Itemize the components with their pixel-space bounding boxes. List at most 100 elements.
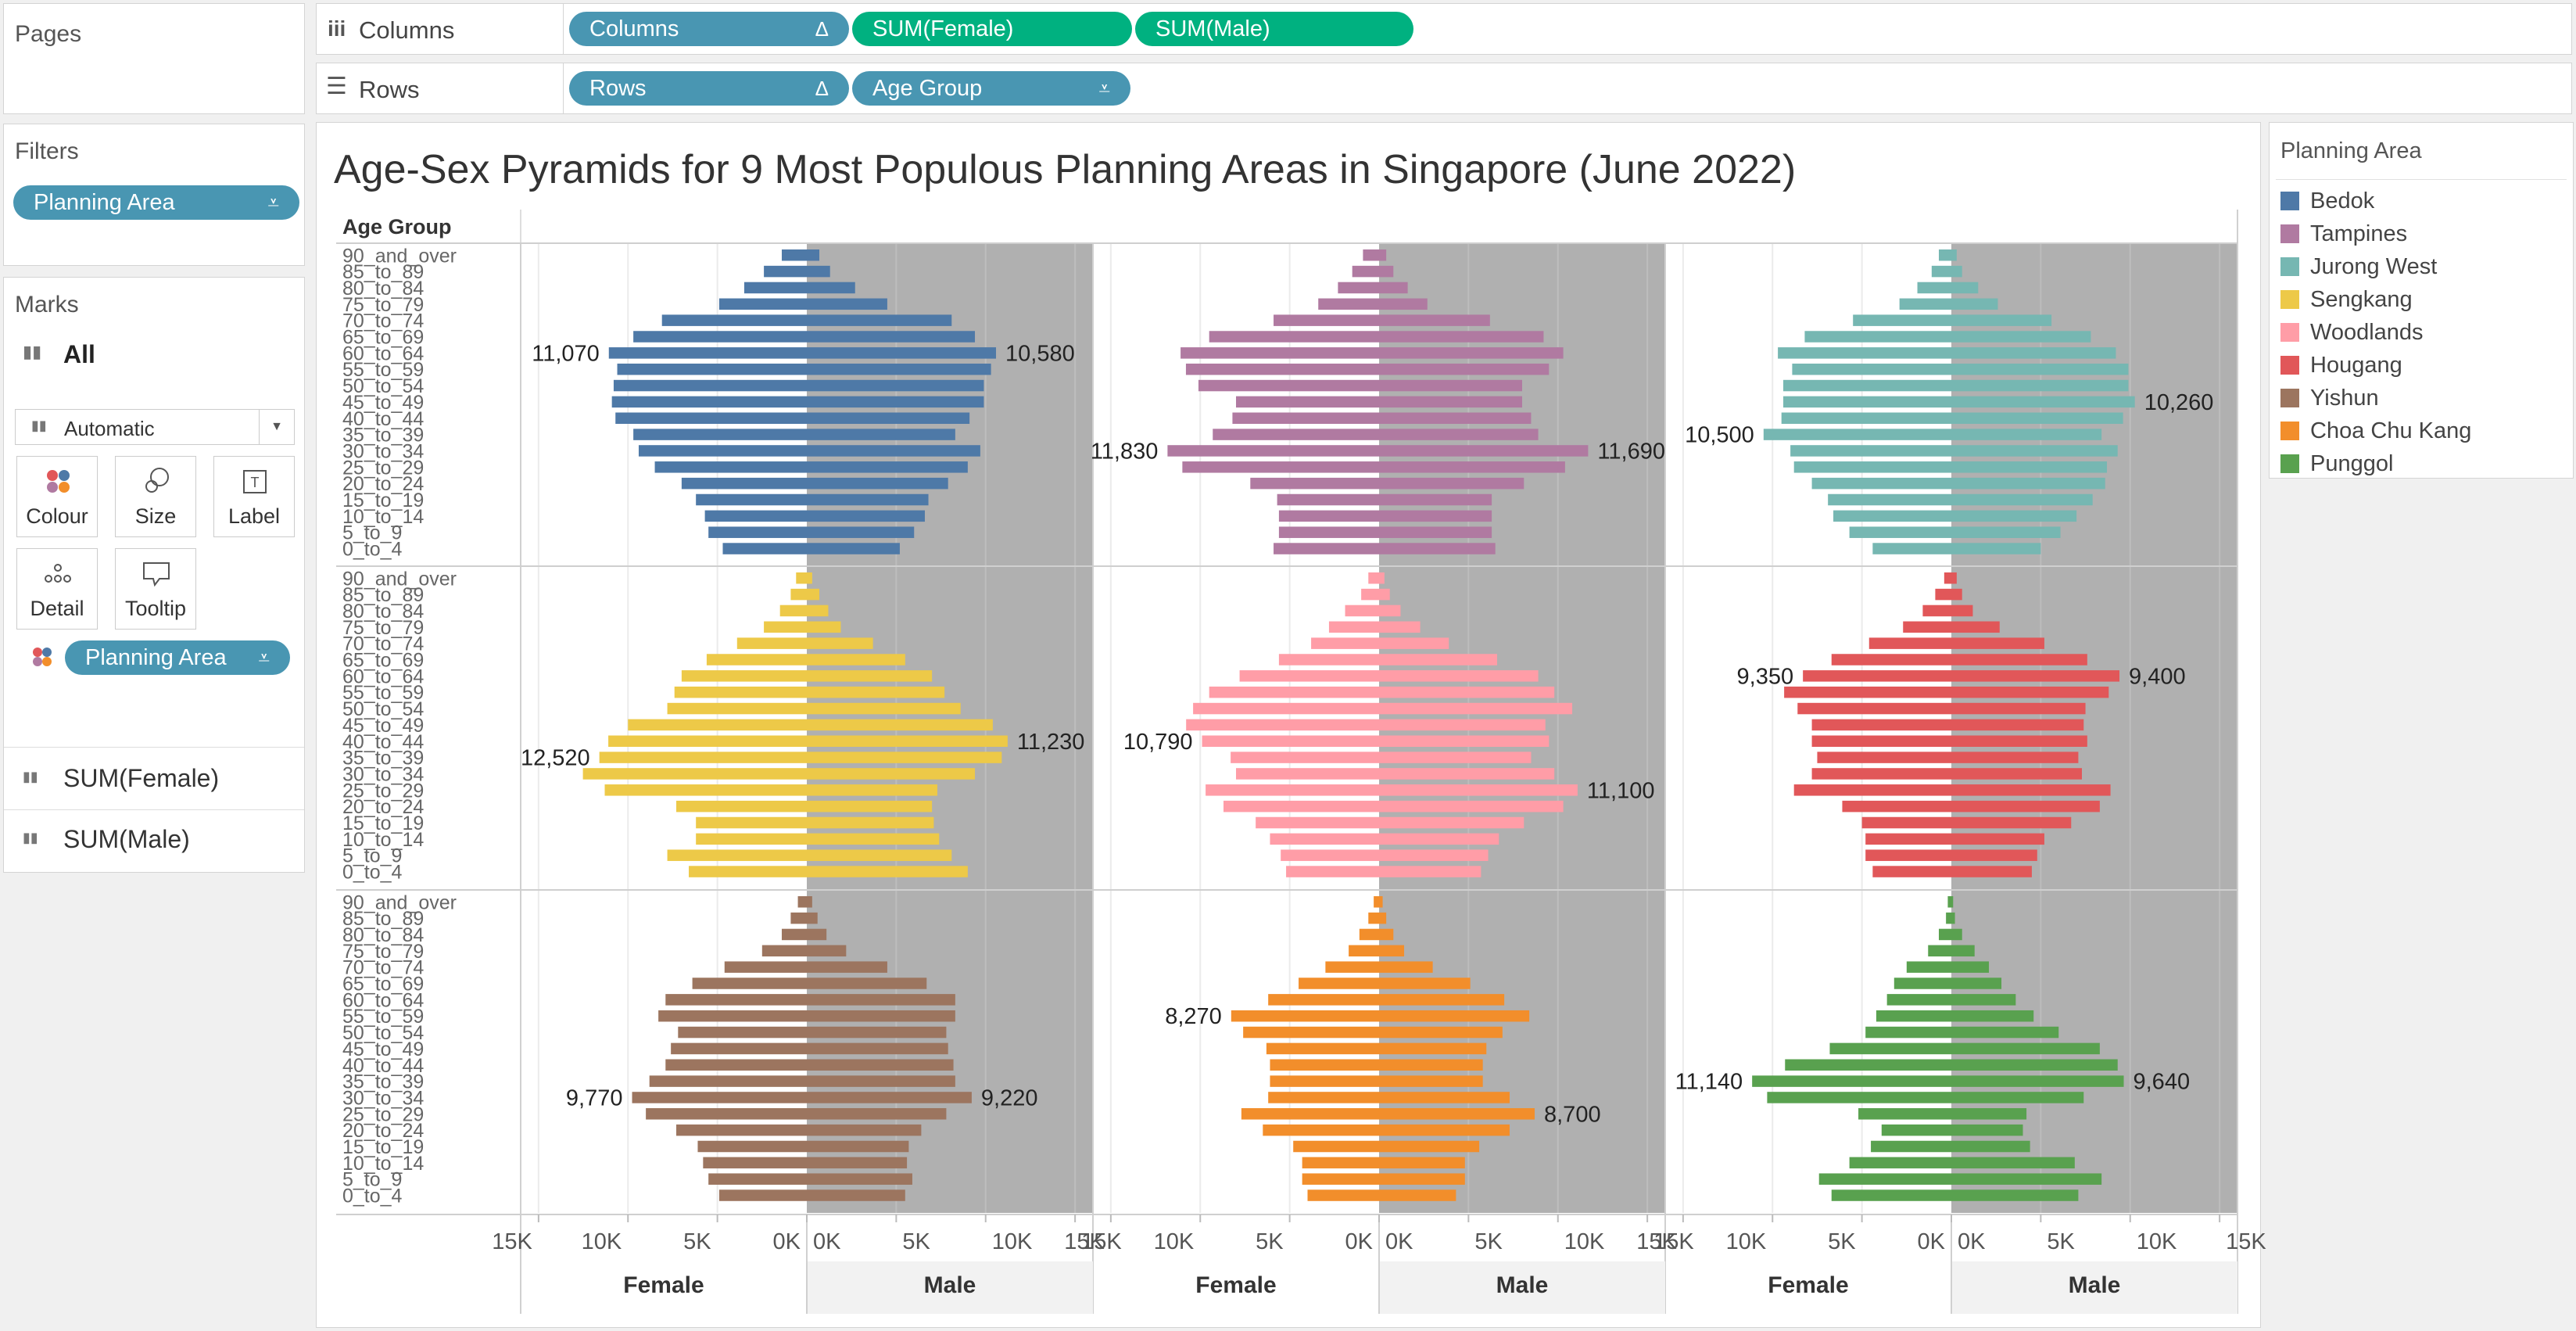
woodlands-female-bar xyxy=(1209,686,1379,698)
jurong-west-male-bar xyxy=(1951,282,1979,294)
age-group-label: 5_to_9 xyxy=(342,522,402,544)
choa-chu-kang-female-bar xyxy=(1307,1189,1379,1201)
woodlands-male-bar xyxy=(1379,702,1573,715)
tampines-male-bar xyxy=(1379,461,1565,473)
choa-chu-kang-female-max-label: 8,270 xyxy=(1165,1004,1222,1029)
woodlands-male-bar xyxy=(1379,572,1385,584)
hougang-male-bar xyxy=(1951,588,1962,601)
sum-female-pill-label: SUM(Female) xyxy=(872,16,1014,41)
legend-title: Planning Area xyxy=(2280,138,2422,163)
hougang-female-bar xyxy=(1784,686,1951,698)
mark-type-dropdown[interactable]: ▮▮ Automatic ▼ xyxy=(15,409,295,445)
sum-female-card[interactable]: ▮▮ SUM(Female) xyxy=(4,748,304,808)
hougang-male-bar xyxy=(1951,605,1973,617)
hougang-female-bar xyxy=(1831,654,1951,666)
jurong-west-female-max-label: 10,500 xyxy=(1685,423,1754,448)
tampines-female-bar xyxy=(1213,429,1379,440)
jurong-west-female-bar xyxy=(1763,429,1951,440)
choa-chu-kang-female-bar xyxy=(1325,961,1379,973)
marks-all-row[interactable]: ▮▮ All xyxy=(4,329,304,379)
bedok-male-bar xyxy=(807,396,984,408)
choa-chu-kang-male-max-label: 8,700 xyxy=(1544,1102,1601,1127)
sengkang-female-bar xyxy=(736,637,807,649)
punggol-female-bar xyxy=(1946,912,1951,924)
sort-icon: ⩡ xyxy=(1098,77,1110,100)
sum-male-card[interactable]: ▮▮ SUM(Male) xyxy=(4,811,304,870)
punggol-female-bar xyxy=(1876,1010,1951,1022)
choa-chu-kang-female-bar xyxy=(1241,1108,1379,1120)
age-group-label: 80_to_84 xyxy=(342,601,424,622)
choa-chu-kang-male-bar xyxy=(1379,1010,1530,1022)
planning-area-filter-label: Planning Area xyxy=(34,190,175,215)
age-group-label: 60_to_64 xyxy=(342,343,424,364)
rows-pill[interactable]: Rows Δ xyxy=(569,71,849,106)
female-tick-label: 0K xyxy=(1918,1229,1946,1254)
choa-chu-kang-female-bar xyxy=(1243,1026,1379,1039)
punggol-female-bar xyxy=(1767,1092,1951,1103)
punggol-female-bar xyxy=(1938,928,1951,941)
sengkang-male-bar xyxy=(807,637,873,649)
jurong-west-female-bar xyxy=(1931,265,1951,278)
hougang-male-max-label: 9,400 xyxy=(2129,664,2186,689)
bedok-male-bar xyxy=(807,543,900,554)
yishun-male-bar xyxy=(807,1124,922,1136)
bedok-male-bar xyxy=(807,493,929,506)
tampines-female-max-label: 11,830 xyxy=(1091,439,1159,464)
age-group-pill[interactable]: Age Group ⩡ xyxy=(852,71,1130,106)
female-tick-label: 10K xyxy=(1154,1229,1195,1254)
columns-pill-label: Columns xyxy=(589,16,679,41)
label-button[interactable]: T Label xyxy=(213,456,295,537)
columns-pill[interactable]: Columns Δ xyxy=(569,12,849,46)
hougang-male-bar xyxy=(1951,702,2086,715)
rows-shelf[interactable]: ☰ Rows Rows Δ Age Group ⩡ xyxy=(316,63,2572,114)
columns-shelf[interactable]: iii Columns Columns Δ SUM(Female) SUM(Ma… xyxy=(316,3,2572,55)
punggol-female-bar xyxy=(1785,1059,1951,1071)
yishun-female-bar xyxy=(761,945,807,957)
size-button[interactable]: Size xyxy=(115,456,196,537)
planning-area-filter-pill[interactable]: Planning Area ⩡ xyxy=(13,185,299,220)
detail-button[interactable]: Detail xyxy=(16,548,98,630)
tampines-female-bar xyxy=(1278,526,1379,538)
chevron-down-icon: ▼ xyxy=(259,410,294,444)
tampines-male-bar xyxy=(1379,265,1394,278)
male-axis-label: Male xyxy=(1496,1272,1549,1298)
sort-icon: ⩡ xyxy=(258,646,270,669)
sengkang-female-bar xyxy=(696,833,807,845)
yishun-female-bar xyxy=(724,961,807,973)
punggol-male-bar xyxy=(1951,1026,2059,1039)
age-group-label: 20_to_24 xyxy=(342,1120,424,1142)
tooltip-button[interactable]: Tooltip xyxy=(115,548,196,630)
woodlands-female-bar xyxy=(1311,637,1379,649)
punggol-female-bar xyxy=(1886,994,1951,1006)
choa-chu-kang-male-bar xyxy=(1379,1059,1483,1071)
woodlands-female-bar xyxy=(1270,833,1379,845)
tampines-male-bar xyxy=(1379,412,1532,424)
yishun-female-bar xyxy=(708,1173,807,1185)
hougang-female-bar xyxy=(1944,572,1951,584)
jurong-west-male-bar xyxy=(1951,412,2123,424)
punggol-male-max-label: 9,640 xyxy=(2134,1070,2191,1095)
planning-area-colour-pill[interactable]: Planning Area ⩡ xyxy=(65,640,290,675)
age-group-label: 40_to_44 xyxy=(342,731,424,753)
age-group-label: 45_to_49 xyxy=(342,715,424,737)
tampines-male-bar xyxy=(1379,363,1550,375)
bedok-female-bar xyxy=(633,429,807,440)
sum-male-pill[interactable]: SUM(Male) xyxy=(1135,12,1413,46)
bedok-female-bar xyxy=(633,331,807,343)
woodlands-female-bar xyxy=(1186,719,1379,731)
marks-title: Marks xyxy=(15,292,79,318)
male-tick-label: 0K xyxy=(813,1229,841,1254)
legend-panel: Planning Area Bedok Tampines Jurong West Se… xyxy=(2269,122,2574,479)
sum-female-pill[interactable]: SUM(Female) xyxy=(852,12,1132,46)
choa-chu-kang-male-bar xyxy=(1379,961,1433,973)
age-group-label: 0_to_4 xyxy=(342,539,403,561)
sengkang-male-bar xyxy=(807,702,961,715)
age-group-label: 90_and_over xyxy=(342,245,457,267)
bedok-male-bar xyxy=(807,477,948,490)
age-group-label: 35_to_39 xyxy=(342,425,424,447)
jurong-west-female-bar xyxy=(1828,493,1951,506)
punggol-female-bar xyxy=(1947,896,1951,908)
yishun-female-bar xyxy=(632,1092,807,1103)
male-axis-label: Male xyxy=(924,1272,976,1298)
colour-button[interactable]: Colour xyxy=(16,456,98,537)
